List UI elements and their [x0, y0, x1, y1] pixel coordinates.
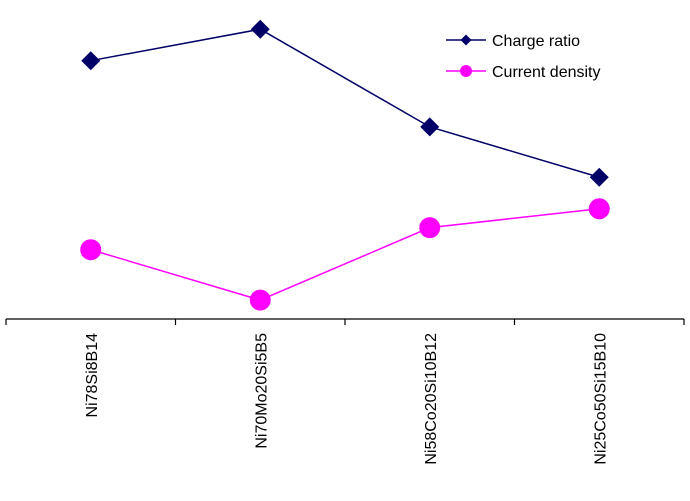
data-point-diamond: [589, 167, 609, 187]
x-tick-label: Ni25Co50Si15B10: [592, 333, 609, 465]
data-point-diamond: [420, 117, 440, 137]
legend-label: Current density: [492, 64, 601, 81]
data-point-circle: [249, 289, 271, 311]
series-layer: [80, 19, 610, 311]
legend-marker-circle: [460, 65, 472, 77]
data-point-circle: [419, 217, 441, 239]
data-point-circle: [588, 198, 610, 220]
data-point-diamond: [81, 51, 101, 71]
x-tick-label: Ni58Co20Si10B12: [423, 333, 440, 465]
legend-marker-diamond: [460, 34, 472, 46]
axis-layer: Ni78Si8B14 Ni70Mo20Si5B5 Ni58Co20Si10B12 Ni…: [5, 318, 685, 465]
data-point-circle: [80, 239, 102, 261]
legend-label: Charge ratio: [492, 33, 580, 50]
series-line: [90, 28, 600, 178]
x-tick-label: Ni78Si8B14: [84, 333, 101, 418]
legend: Charge ratio Current density: [446, 33, 601, 81]
data-point-diamond: [250, 19, 270, 39]
series-line: [90, 208, 600, 301]
x-tick-label: Ni70Mo20Si5B5: [253, 333, 270, 449]
